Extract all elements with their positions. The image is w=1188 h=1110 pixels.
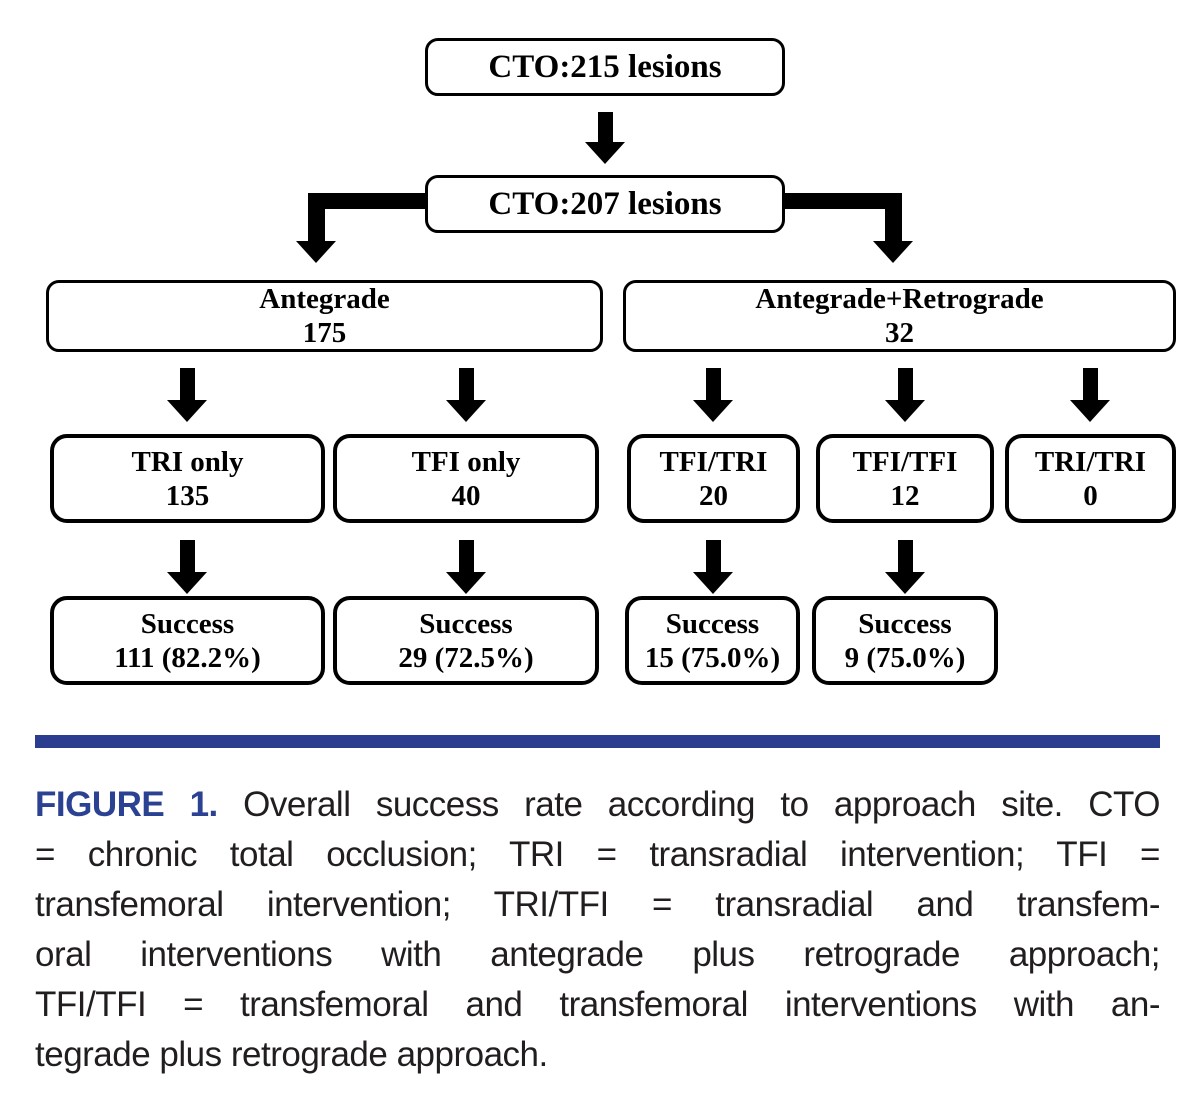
arrow-shaft <box>705 540 721 572</box>
arrow-head <box>885 572 925 594</box>
node-cto-215: CTO:215 lesions <box>425 38 785 96</box>
down-arrow-icon <box>446 368 486 422</box>
section-divider <box>35 735 1160 748</box>
down-arrow-icon <box>885 368 925 422</box>
node-tri-tri: TRI/TRI 0 <box>1005 434 1176 523</box>
arrow-shaft <box>597 112 613 142</box>
node-value: 29 (72.5%) <box>398 641 534 674</box>
node-label: TFI/TFI <box>852 445 958 478</box>
arrow-head <box>446 572 486 594</box>
node-value: 0 <box>1083 479 1098 512</box>
node-label: Success <box>140 607 235 640</box>
node-value: 135 <box>165 479 210 512</box>
node-success-tfi-tfi: Success 9 (75.0%) <box>812 596 998 685</box>
node-label: TRI only <box>131 445 244 478</box>
down-arrow-icon <box>585 112 625 164</box>
node-label: TFI only <box>411 445 521 478</box>
down-arrow-icon <box>1070 368 1110 422</box>
caption-line: TFI/TFI = transfemoral and transfemoral … <box>35 985 1161 1024</box>
node-label: Success <box>858 607 952 640</box>
node-label: Antegrade <box>259 283 390 315</box>
elbow-shaft <box>885 193 902 241</box>
caption-line: FIGURE 1. Overall success rate according… <box>35 780 1160 830</box>
arrow-head <box>446 400 486 422</box>
arrow-shaft <box>458 540 474 572</box>
arrow-shaft <box>179 540 195 572</box>
elbow-bar <box>784 193 902 209</box>
node-antegrade: Antegrade 175 <box>46 280 603 352</box>
arrow-shaft <box>179 368 195 400</box>
node-success-tfi-only: Success 29 (72.5%) <box>333 596 599 685</box>
node-value: 111 (82.2%) <box>114 641 261 674</box>
node-value: 15 (75.0%) <box>644 641 781 674</box>
caption-text: Overall success rate according to approa… <box>243 785 1160 824</box>
arrow-shaft <box>705 368 721 400</box>
node-cto-207: CTO:207 lesions <box>425 175 785 233</box>
node-value: 175 <box>302 317 347 349</box>
arrow-shaft <box>897 540 913 572</box>
caption-line: = chronic total occlusion; TRI = transra… <box>35 835 1161 874</box>
node-value: 32 <box>885 317 914 349</box>
arrow-head <box>585 142 625 164</box>
down-arrow-icon <box>693 540 733 594</box>
figure-caption: FIGURE 1. Overall success rate according… <box>35 780 1161 1080</box>
elbow-shaft <box>308 193 325 241</box>
node-label: TFI/TRI <box>659 445 768 478</box>
node-value: 20 <box>699 479 728 512</box>
arrow-head <box>167 572 207 594</box>
down-arrow-icon <box>167 540 207 594</box>
arrow-shaft <box>1082 368 1098 400</box>
figure-caption-tag: FIGURE 1. <box>35 785 218 824</box>
caption-line: oral interventions with antegrade plus r… <box>35 935 1161 974</box>
arrow-head <box>885 400 925 422</box>
node-value: 12 <box>890 479 920 512</box>
arrow-head <box>1070 400 1110 422</box>
node-label: Success <box>665 607 760 640</box>
node-success-tri-only: Success 111 (82.2%) <box>50 596 325 685</box>
node-value: 40 <box>451 479 481 512</box>
node-tfi-tri: TFI/TRI 20 <box>627 434 800 523</box>
node-label: Antegrade+Retrograde <box>755 283 1044 315</box>
arrow-head <box>296 241 336 263</box>
arrow-head <box>693 400 733 422</box>
node-label: CTO:207 lesions <box>488 186 722 222</box>
arrow-head <box>167 400 207 422</box>
node-tfi-only: TFI only 40 <box>333 434 599 523</box>
down-arrow-icon <box>693 368 733 422</box>
arrow-shaft <box>458 368 474 400</box>
node-success-tfi-tri: Success 15 (75.0%) <box>625 596 800 685</box>
arrow-shaft <box>897 368 913 400</box>
node-value: 9 (75.0%) <box>844 641 966 674</box>
arrow-head <box>693 572 733 594</box>
elbow-bar <box>308 193 426 209</box>
node-label: TRI/TRI <box>1034 445 1147 478</box>
node-tfi-tfi: TFI/TFI 12 <box>816 434 994 523</box>
arrow-head <box>873 241 913 263</box>
node-tri-only: TRI only 135 <box>50 434 325 523</box>
node-label: Success <box>419 607 513 640</box>
caption-line: transfemoral intervention; TRI/TFI = tra… <box>35 885 1161 924</box>
node-label: CTO:215 lesions <box>488 49 722 85</box>
node-antegrade-retrograde: Antegrade+Retrograde 32 <box>623 280 1176 352</box>
down-arrow-icon <box>885 540 925 594</box>
down-arrow-icon <box>167 368 207 422</box>
down-arrow-icon <box>446 540 486 594</box>
caption-line: tegrade plus retrograde approach. <box>35 1035 548 1074</box>
